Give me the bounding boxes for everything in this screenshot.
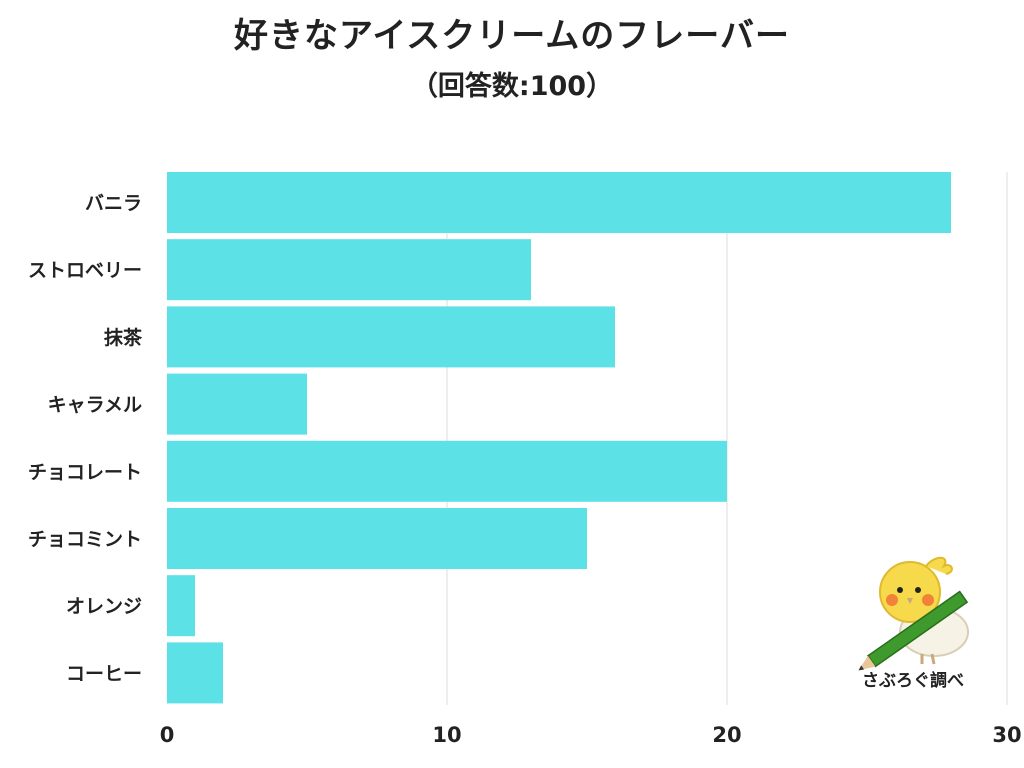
category-label: 抹茶: [104, 326, 143, 349]
category-label: チョコミント: [28, 529, 142, 551]
category-label: キャラメル: [48, 394, 142, 416]
category-label: バニラ: [85, 193, 142, 215]
category-label: オレンジ: [66, 596, 142, 618]
x-tick-label: 20: [712, 723, 741, 747]
bar: [167, 575, 195, 637]
category-label: コーヒー: [66, 663, 142, 685]
bird-mascot-icon: [858, 556, 969, 671]
bar: [167, 508, 587, 569]
bar: [167, 440, 727, 502]
category-label: チョコレート: [28, 461, 142, 483]
bar: [167, 172, 951, 233]
x-tick-label: 0: [160, 723, 175, 747]
bar: [167, 239, 531, 301]
bar: [167, 306, 615, 368]
chart-title: 好きなアイスクリームのフレーバー: [234, 16, 790, 56]
credit-label: さぶろぐ調べ: [862, 671, 964, 691]
bar: [167, 373, 307, 435]
bar: [167, 642, 223, 704]
x-tick-label: 10: [432, 723, 461, 747]
chart-subtitle: （回答数:100）: [410, 71, 614, 102]
x-tick-label: 30: [992, 723, 1021, 747]
category-label: ストロベリー: [28, 260, 142, 282]
